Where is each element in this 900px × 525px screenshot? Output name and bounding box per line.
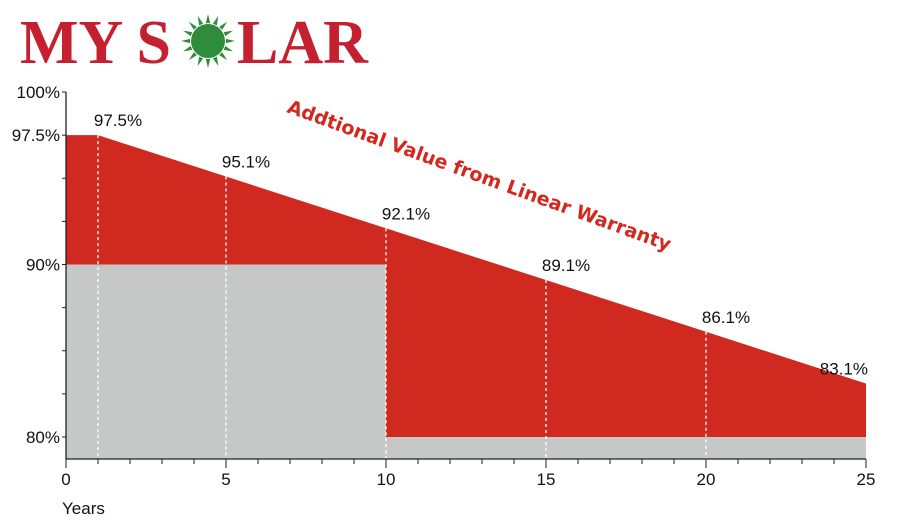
data-label: 95.1% — [222, 153, 270, 172]
x-tick-label: 10 — [377, 470, 396, 489]
logo-text-left: MY S — [20, 9, 171, 74]
x-tick-label: 0 — [61, 470, 70, 489]
x-tick-label: 25 — [857, 470, 876, 489]
y-tick-label: 100% — [17, 83, 60, 102]
y-tick-label: 97.5% — [12, 126, 60, 145]
x-tick-label: 15 — [537, 470, 556, 489]
x-tick-label: 5 — [221, 470, 230, 489]
step-warranty-area — [66, 264, 866, 459]
linear-warranty-area — [66, 135, 866, 437]
y-tick-label: 80% — [26, 428, 60, 447]
y-tick-label: 90% — [26, 256, 60, 275]
data-label: 97.5% — [94, 111, 142, 130]
data-label: 92.1% — [382, 204, 430, 223]
logo-text-right: LAR — [237, 9, 369, 74]
x-axis-label: Years — [62, 499, 105, 518]
my-solar-logo: MY S LAR — [20, 9, 369, 74]
x-tick-label: 20 — [697, 470, 716, 489]
data-label: 83.1% — [820, 360, 868, 379]
sun-icon — [181, 14, 235, 68]
data-label: 86.1% — [702, 308, 750, 327]
data-label: 89.1% — [542, 256, 590, 275]
